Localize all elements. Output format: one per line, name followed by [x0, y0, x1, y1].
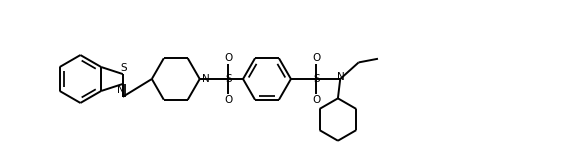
Text: S: S — [225, 74, 231, 84]
Text: O: O — [312, 53, 320, 63]
Text: N: N — [117, 85, 125, 95]
Text: O: O — [224, 53, 233, 63]
Text: O: O — [312, 95, 320, 105]
Text: O: O — [224, 95, 233, 105]
Text: S: S — [120, 63, 126, 73]
Text: S: S — [313, 74, 320, 84]
Text: N: N — [337, 72, 345, 82]
Text: N: N — [202, 74, 210, 84]
